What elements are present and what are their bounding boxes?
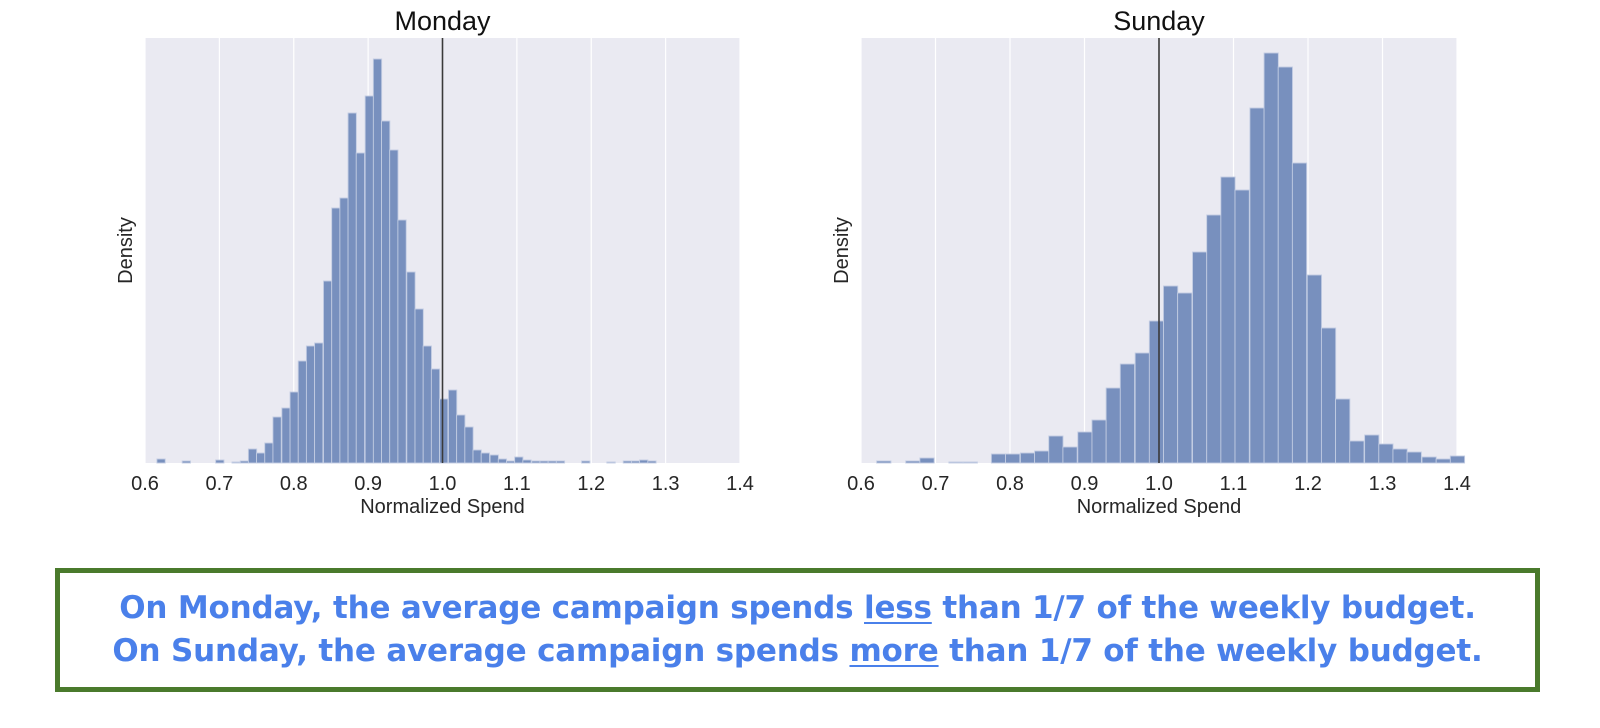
monday-histogram-bar: [355, 152, 366, 464]
monday-histogram-bar: [480, 452, 490, 464]
sunday-xtick-label: 1.0: [1145, 473, 1173, 495]
sunday-xtick-label: 1.3: [1369, 473, 1397, 495]
sunday-histogram-bar: [1249, 107, 1265, 464]
monday-histogram-bar: [439, 398, 449, 464]
sunday-xtick-label: 0.9: [1071, 473, 1099, 495]
sunday-histogram-bar: [962, 461, 978, 464]
caption-text: On Sunday, the average campaign spends: [112, 633, 850, 669]
sunday-y-axis-label: Density: [831, 217, 853, 284]
monday-histogram-bar: [606, 461, 616, 464]
monday-histogram-bar: [647, 460, 657, 464]
sunday-histogram-bar: [990, 453, 1007, 464]
sunday-histogram-bar: [1091, 419, 1107, 464]
sunday-xtick-label: 1.2: [1294, 473, 1322, 495]
sunday-histogram-bar: [1019, 452, 1036, 464]
sunday-histogram-bar: [1335, 398, 1351, 464]
caption-line-monday: On Monday, the average campaign spends l…: [119, 587, 1476, 630]
monday-histogram-bar: [272, 416, 282, 464]
sunday-xtick-label: 1.1: [1220, 473, 1248, 495]
sunday-histogram-bar: [1119, 363, 1136, 464]
monday-histogram-bar: [156, 458, 166, 464]
sunday-histogram: 0.6 0.7 0.8 0.9 1.0 1.1 1.2 1.3 1.4 Sunday Normali…: [831, 6, 1471, 518]
sunday-histogram-bar: [1449, 455, 1466, 464]
monday-xtick-label: 0.6: [131, 473, 159, 495]
sunday-histogram-bar: [1378, 443, 1394, 464]
sunday-histogram-bar: [1177, 292, 1193, 464]
sunday-xtick-label: 0.7: [922, 473, 950, 495]
caption-emphasis-more: more: [849, 633, 939, 669]
sunday-x-axis-label: Normalized Spend: [1077, 496, 1242, 518]
monday-xtick-label: 0.7: [205, 473, 233, 495]
monday-histogram-bar: [314, 342, 324, 464]
sunday-histogram-bar: [1134, 352, 1150, 464]
monday-xtick-label: 1.1: [503, 473, 531, 495]
sunday-histogram-bar: [919, 457, 935, 464]
caption-emphasis-less: less: [864, 590, 932, 626]
sunday-chart-title: Sunday: [1113, 6, 1205, 36]
sunday-histogram-bar: [1349, 440, 1365, 464]
monday-xtick-label: 1.4: [726, 473, 754, 495]
monday-histogram: 0.6 0.7 0.8 0.9 1.0 1.1 1.2 1.3 1.4 Monday Normali…: [0, 0, 800, 540]
sunday-histogram-bar: [1306, 274, 1323, 464]
monday-xtick-label: 1.2: [577, 473, 605, 495]
sunday-histogram-bar: [1392, 448, 1408, 464]
monday-histogram-bar: [181, 460, 191, 464]
sunday-histogram-bar: [1421, 456, 1437, 464]
caption-line-sunday: On Sunday, the average campaign spends m…: [112, 630, 1482, 673]
sunday-histogram-bar: [1077, 431, 1093, 464]
monday-histogram-bar: [215, 459, 225, 464]
monday-xtick-label: 0.9: [354, 473, 382, 495]
sunday-histogram-bar: [1034, 450, 1050, 464]
caption-text: On Monday, the average campaign spends: [119, 590, 865, 626]
monday-histogram-bar: [581, 460, 591, 464]
monday-histogram-bar: [464, 426, 474, 464]
sunday-histogram-bar: [1364, 434, 1380, 464]
monday-chart-title: Monday: [394, 6, 491, 36]
monday-histogram-bar: [555, 460, 566, 464]
monday-y-axis-label: Density: [115, 217, 137, 284]
caption-text: than 1/7 of the weekly budget.: [931, 590, 1476, 626]
sunday-histogram-bar: [1105, 387, 1121, 464]
sunday-histogram-bar: [1234, 189, 1250, 464]
monday-xtick-label: 1.3: [652, 473, 680, 495]
monday-histogram-bar: [397, 219, 407, 464]
sunday-histogram-bar: [1320, 327, 1337, 464]
caption-box: On Monday, the average campaign spends l…: [55, 568, 1540, 692]
sunday-histogram-bar: [876, 460, 892, 464]
monday-xtick-label: 0.8: [280, 473, 308, 495]
sunday-histogram-bar: [905, 460, 921, 464]
sunday-histogram-bar: [1148, 320, 1165, 464]
caption-text: than 1/7 of the weekly budget.: [938, 633, 1483, 669]
sunday-histogram-bar: [1220, 176, 1236, 464]
sunday-histogram-bar: [1291, 162, 1308, 464]
sunday-xtick-label: 0.6: [847, 473, 875, 495]
sunday-histogram-bar: [1263, 52, 1279, 464]
sunday-histogram-bar: [1163, 285, 1179, 464]
sunday-histogram-bar: [1062, 446, 1078, 464]
sunday-histogram-bar: [1005, 453, 1021, 464]
sunday-histogram-bar: [1192, 251, 1208, 464]
sunday-histogram-bar: [1277, 66, 1293, 464]
monday-xtick-label: 1.0: [429, 473, 457, 495]
sunday-xtick-label: 0.8: [996, 473, 1024, 495]
sunday-histogram-bar: [948, 461, 964, 464]
monday-chart-svg: 0.6 0.7 0.8 0.9 1.0 1.1 1.2 1.3 1.4 Monday Normali…: [115, 6, 754, 518]
sunday-chart-svg: 0.6 0.7 0.8 0.9 1.0 1.1 1.2 1.3 1.4 Sunday Normali…: [831, 6, 1471, 518]
sunday-xtick-label: 1.4: [1443, 473, 1471, 495]
sunday-histogram-bar: [1048, 435, 1064, 464]
sunday-histogram-bar: [1406, 451, 1422, 464]
monday-x-axis-label: Normalized Spend: [360, 496, 525, 518]
monday-histogram-bar: [522, 459, 532, 464]
sunday-histogram-bar: [1435, 458, 1451, 464]
sunday-histogram-bar: [1206, 214, 1222, 464]
